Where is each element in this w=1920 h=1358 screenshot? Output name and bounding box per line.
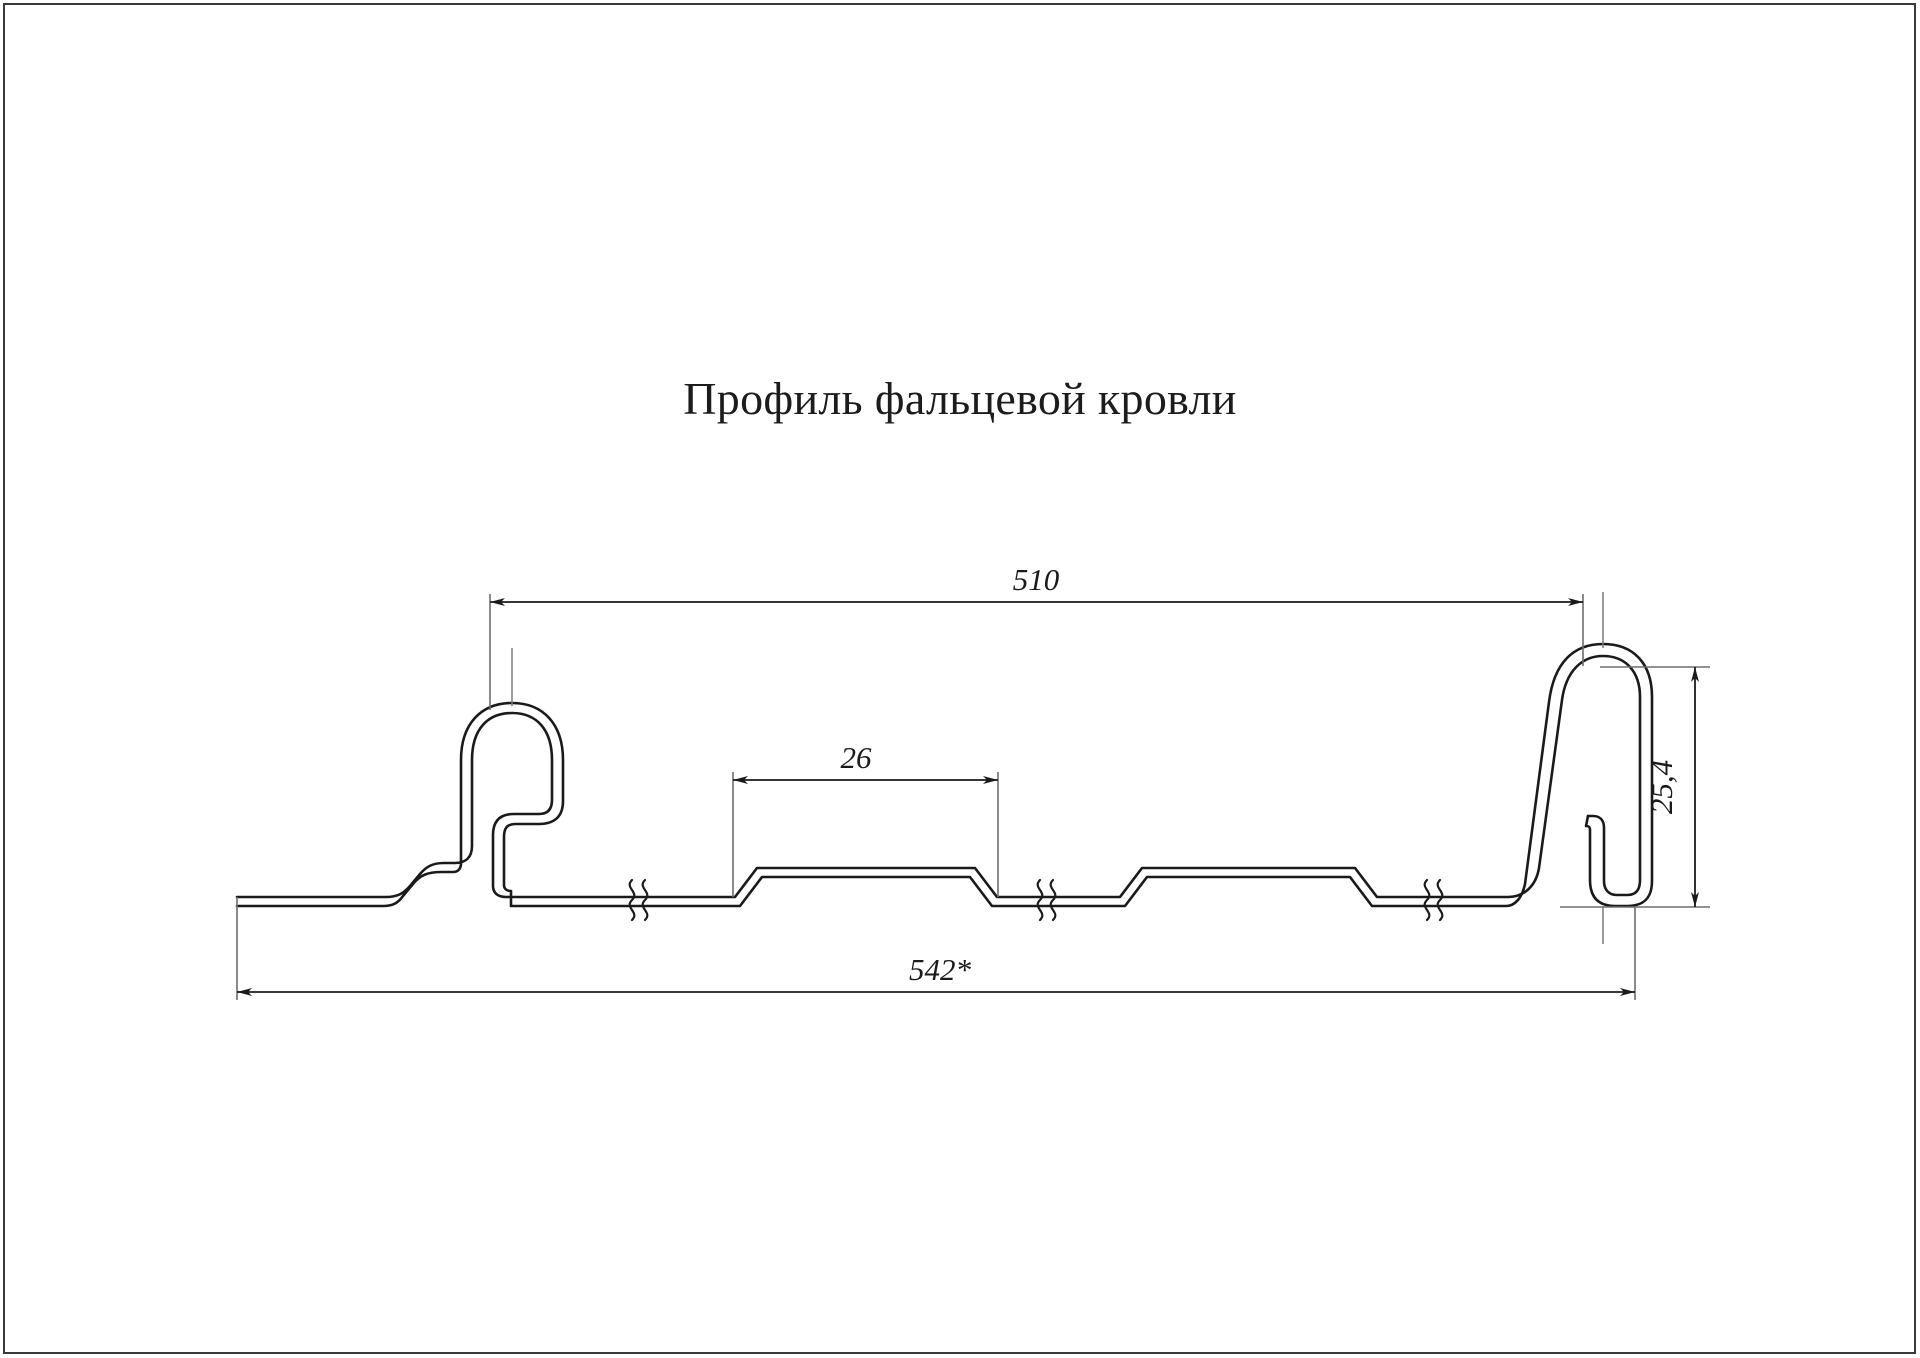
break-line-1b [641,878,649,922]
dimension-seam-height: 25,4 [1560,666,1710,908]
break-line-symbols [628,878,1444,922]
sheet-border [3,3,1916,1354]
seam-centerlines [511,592,1604,944]
dim-label-542: 542* [909,952,972,987]
dim-label-26: 26 [841,740,873,775]
break-line-2b [1049,878,1057,922]
dim-label-254: 25,4 [1644,760,1679,814]
break-line-2 [1036,878,1044,922]
profile-contour [235,642,1654,908]
break-line-3 [1423,878,1431,922]
dim-label-510: 510 [1013,562,1060,597]
page-title: Профиль фальцевой кровли [683,373,1237,424]
dimension-rib-width: 26 [732,740,999,897]
break-line-1 [628,878,636,922]
break-line-3b [1436,878,1444,922]
profile-outer-line [235,654,1642,899]
dimension-overall-sheet-width: 542* [236,897,1636,1000]
dimension-overall-cover-width: 510 [489,562,1584,710]
profile-inner-line [235,642,1654,908]
